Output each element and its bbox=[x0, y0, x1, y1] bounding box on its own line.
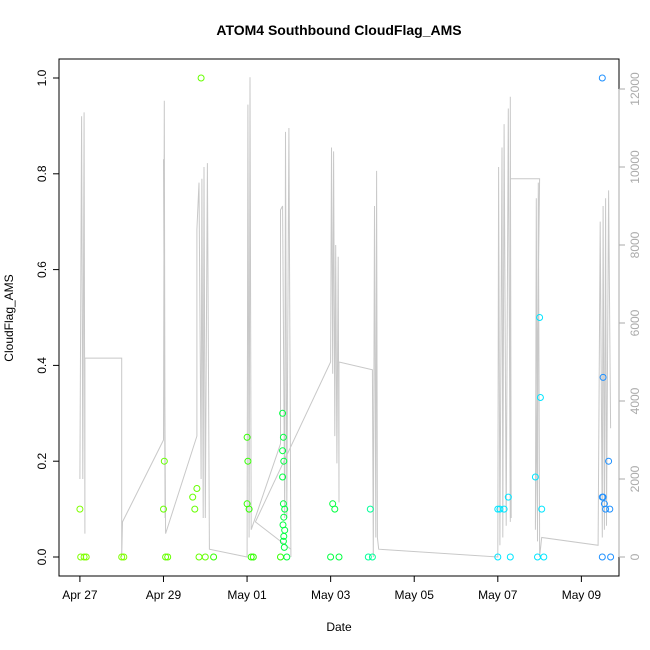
x-tick-label: May 03 bbox=[311, 588, 351, 602]
data-point bbox=[201, 553, 209, 561]
data-point bbox=[327, 553, 335, 561]
data-point bbox=[76, 505, 84, 513]
data-point bbox=[335, 553, 343, 561]
series-line-right bbox=[79, 77, 612, 558]
x-tick-label: May 01 bbox=[227, 588, 267, 602]
y2-tick-label: 0 bbox=[628, 553, 642, 560]
data-point bbox=[210, 553, 218, 561]
y2-tick-label: 4000 bbox=[628, 387, 642, 414]
y2-tick-label: 2000 bbox=[628, 465, 642, 492]
chart-title: ATOM4 Southbound CloudFlag_AMS bbox=[216, 22, 461, 38]
data-point bbox=[607, 553, 615, 561]
data-point bbox=[496, 505, 504, 513]
data-point bbox=[536, 394, 544, 401]
x-tick-label: Apr 29 bbox=[146, 588, 182, 602]
data-point bbox=[598, 553, 606, 561]
data-point bbox=[249, 553, 257, 561]
data-point bbox=[195, 553, 203, 561]
data-point bbox=[279, 447, 287, 455]
x-tick-label: Apr 27 bbox=[62, 588, 98, 602]
data-point bbox=[606, 505, 614, 513]
x-axis-label: Date bbox=[326, 620, 352, 634]
y2-tick-label: 8000 bbox=[628, 231, 642, 258]
data-point bbox=[280, 513, 288, 521]
data-point bbox=[506, 553, 514, 561]
data-point bbox=[599, 493, 607, 501]
data-point bbox=[243, 433, 251, 441]
data-point bbox=[283, 553, 291, 561]
y2-axis: 0 2000 4000 6000 8000 10000 12000 bbox=[618, 72, 642, 560]
y-tick-label: 1.0 bbox=[35, 69, 49, 86]
data-point bbox=[494, 553, 502, 561]
data-point bbox=[189, 493, 197, 501]
data-point bbox=[605, 457, 613, 465]
data-point bbox=[364, 553, 372, 561]
data-point bbox=[277, 553, 284, 561]
data-point bbox=[504, 493, 512, 501]
data-point bbox=[280, 543, 288, 551]
y-tick-label: 0.8 bbox=[35, 165, 49, 182]
y-tick-label: 0.4 bbox=[35, 357, 49, 374]
data-point bbox=[279, 473, 287, 481]
data-point bbox=[120, 553, 128, 561]
data-point bbox=[540, 553, 548, 561]
y-axis: 0.0 0.2 0.4 0.6 0.8 1.0 bbox=[35, 69, 60, 565]
data-point bbox=[500, 505, 508, 513]
data-point bbox=[366, 505, 374, 513]
data-point bbox=[280, 532, 288, 540]
data-point bbox=[80, 553, 88, 561]
data-point bbox=[331, 505, 339, 513]
data-point bbox=[164, 553, 172, 561]
data-point bbox=[244, 457, 252, 465]
data-point bbox=[193, 485, 201, 492]
data-point bbox=[160, 457, 168, 465]
data-point bbox=[598, 74, 606, 82]
data-point bbox=[279, 433, 287, 441]
data-points bbox=[76, 74, 615, 561]
y2-tick-label: 12000 bbox=[628, 72, 642, 106]
data-point bbox=[245, 505, 253, 513]
x-tick-label: May 09 bbox=[562, 588, 602, 602]
secondary-series-line bbox=[79, 77, 612, 558]
x-tick-label: May 05 bbox=[395, 588, 435, 602]
data-point bbox=[197, 74, 205, 82]
data-point bbox=[279, 409, 287, 417]
data-point bbox=[368, 553, 376, 561]
y-tick-label: 0.2 bbox=[35, 453, 49, 470]
y-axis-label: CloudFlag_AMS bbox=[2, 274, 16, 361]
x-axis: Apr 27 Apr 29 May 01 May 03 May 05 May 07 May … bbox=[62, 575, 602, 602]
data-point bbox=[82, 553, 90, 561]
data-point bbox=[600, 500, 608, 508]
data-point bbox=[536, 314, 544, 321]
data-point bbox=[602, 505, 610, 513]
y2-tick-label: 6000 bbox=[628, 309, 642, 336]
x-tick-label: May 07 bbox=[478, 588, 518, 602]
data-point bbox=[281, 505, 289, 513]
data-point bbox=[191, 505, 199, 513]
y-tick-label: 0.6 bbox=[35, 261, 49, 278]
data-point bbox=[247, 553, 255, 561]
data-point bbox=[118, 553, 126, 561]
data-point bbox=[280, 457, 288, 465]
data-point bbox=[599, 373, 607, 381]
y2-tick-label: 10000 bbox=[628, 150, 642, 184]
data-point bbox=[281, 526, 289, 534]
data-point bbox=[160, 505, 167, 513]
data-point bbox=[538, 505, 546, 513]
data-point bbox=[531, 473, 539, 481]
data-point bbox=[162, 553, 170, 561]
y-tick-label: 0.0 bbox=[35, 548, 49, 565]
